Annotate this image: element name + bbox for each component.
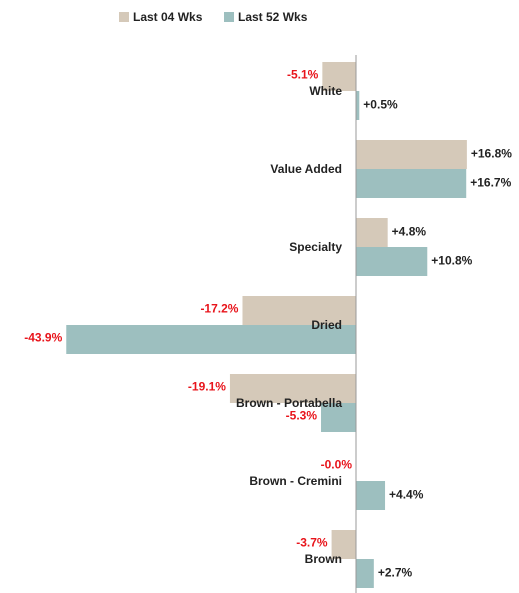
value-label: +10.8% bbox=[431, 254, 472, 268]
value-label: -19.1% bbox=[188, 380, 226, 394]
value-label: +16.8% bbox=[471, 147, 512, 161]
bar bbox=[321, 403, 356, 432]
value-label: +0.5% bbox=[363, 98, 398, 112]
category-label: Brown bbox=[305, 552, 342, 566]
bar bbox=[66, 325, 356, 354]
value-label: -43.9% bbox=[24, 331, 62, 345]
value-label: +16.7% bbox=[470, 176, 511, 190]
value-label: -0.0% bbox=[321, 458, 353, 472]
bar bbox=[356, 481, 386, 510]
category-label: Dried bbox=[311, 318, 342, 332]
category-label: Brown - Cremini bbox=[249, 474, 342, 488]
legend-swatch bbox=[119, 12, 129, 22]
legend-label: Last 04 Wks bbox=[133, 10, 203, 24]
category-label: Specialty bbox=[289, 240, 342, 254]
bar bbox=[229, 374, 356, 403]
legend-swatch bbox=[224, 12, 234, 22]
category-label: White bbox=[309, 84, 342, 98]
bar bbox=[322, 62, 356, 91]
bar bbox=[356, 559, 374, 588]
value-label: -3.7% bbox=[296, 536, 328, 550]
value-label: +4.8% bbox=[392, 225, 427, 239]
legend-label: Last 52 Wks bbox=[238, 10, 308, 24]
bar bbox=[356, 218, 388, 247]
bar bbox=[331, 530, 356, 559]
bar bbox=[356, 91, 360, 120]
category-label: Brown - Portabella bbox=[236, 396, 342, 410]
bar bbox=[356, 169, 467, 198]
bar bbox=[356, 247, 428, 276]
value-label: +4.4% bbox=[389, 488, 424, 502]
bar bbox=[242, 296, 356, 325]
value-label: -5.1% bbox=[287, 68, 319, 82]
value-label: +2.7% bbox=[378, 566, 413, 580]
category-label: Value Added bbox=[270, 162, 342, 176]
bar bbox=[356, 140, 467, 169]
value-label: -17.2% bbox=[200, 302, 238, 316]
value-label: -5.3% bbox=[286, 409, 318, 423]
